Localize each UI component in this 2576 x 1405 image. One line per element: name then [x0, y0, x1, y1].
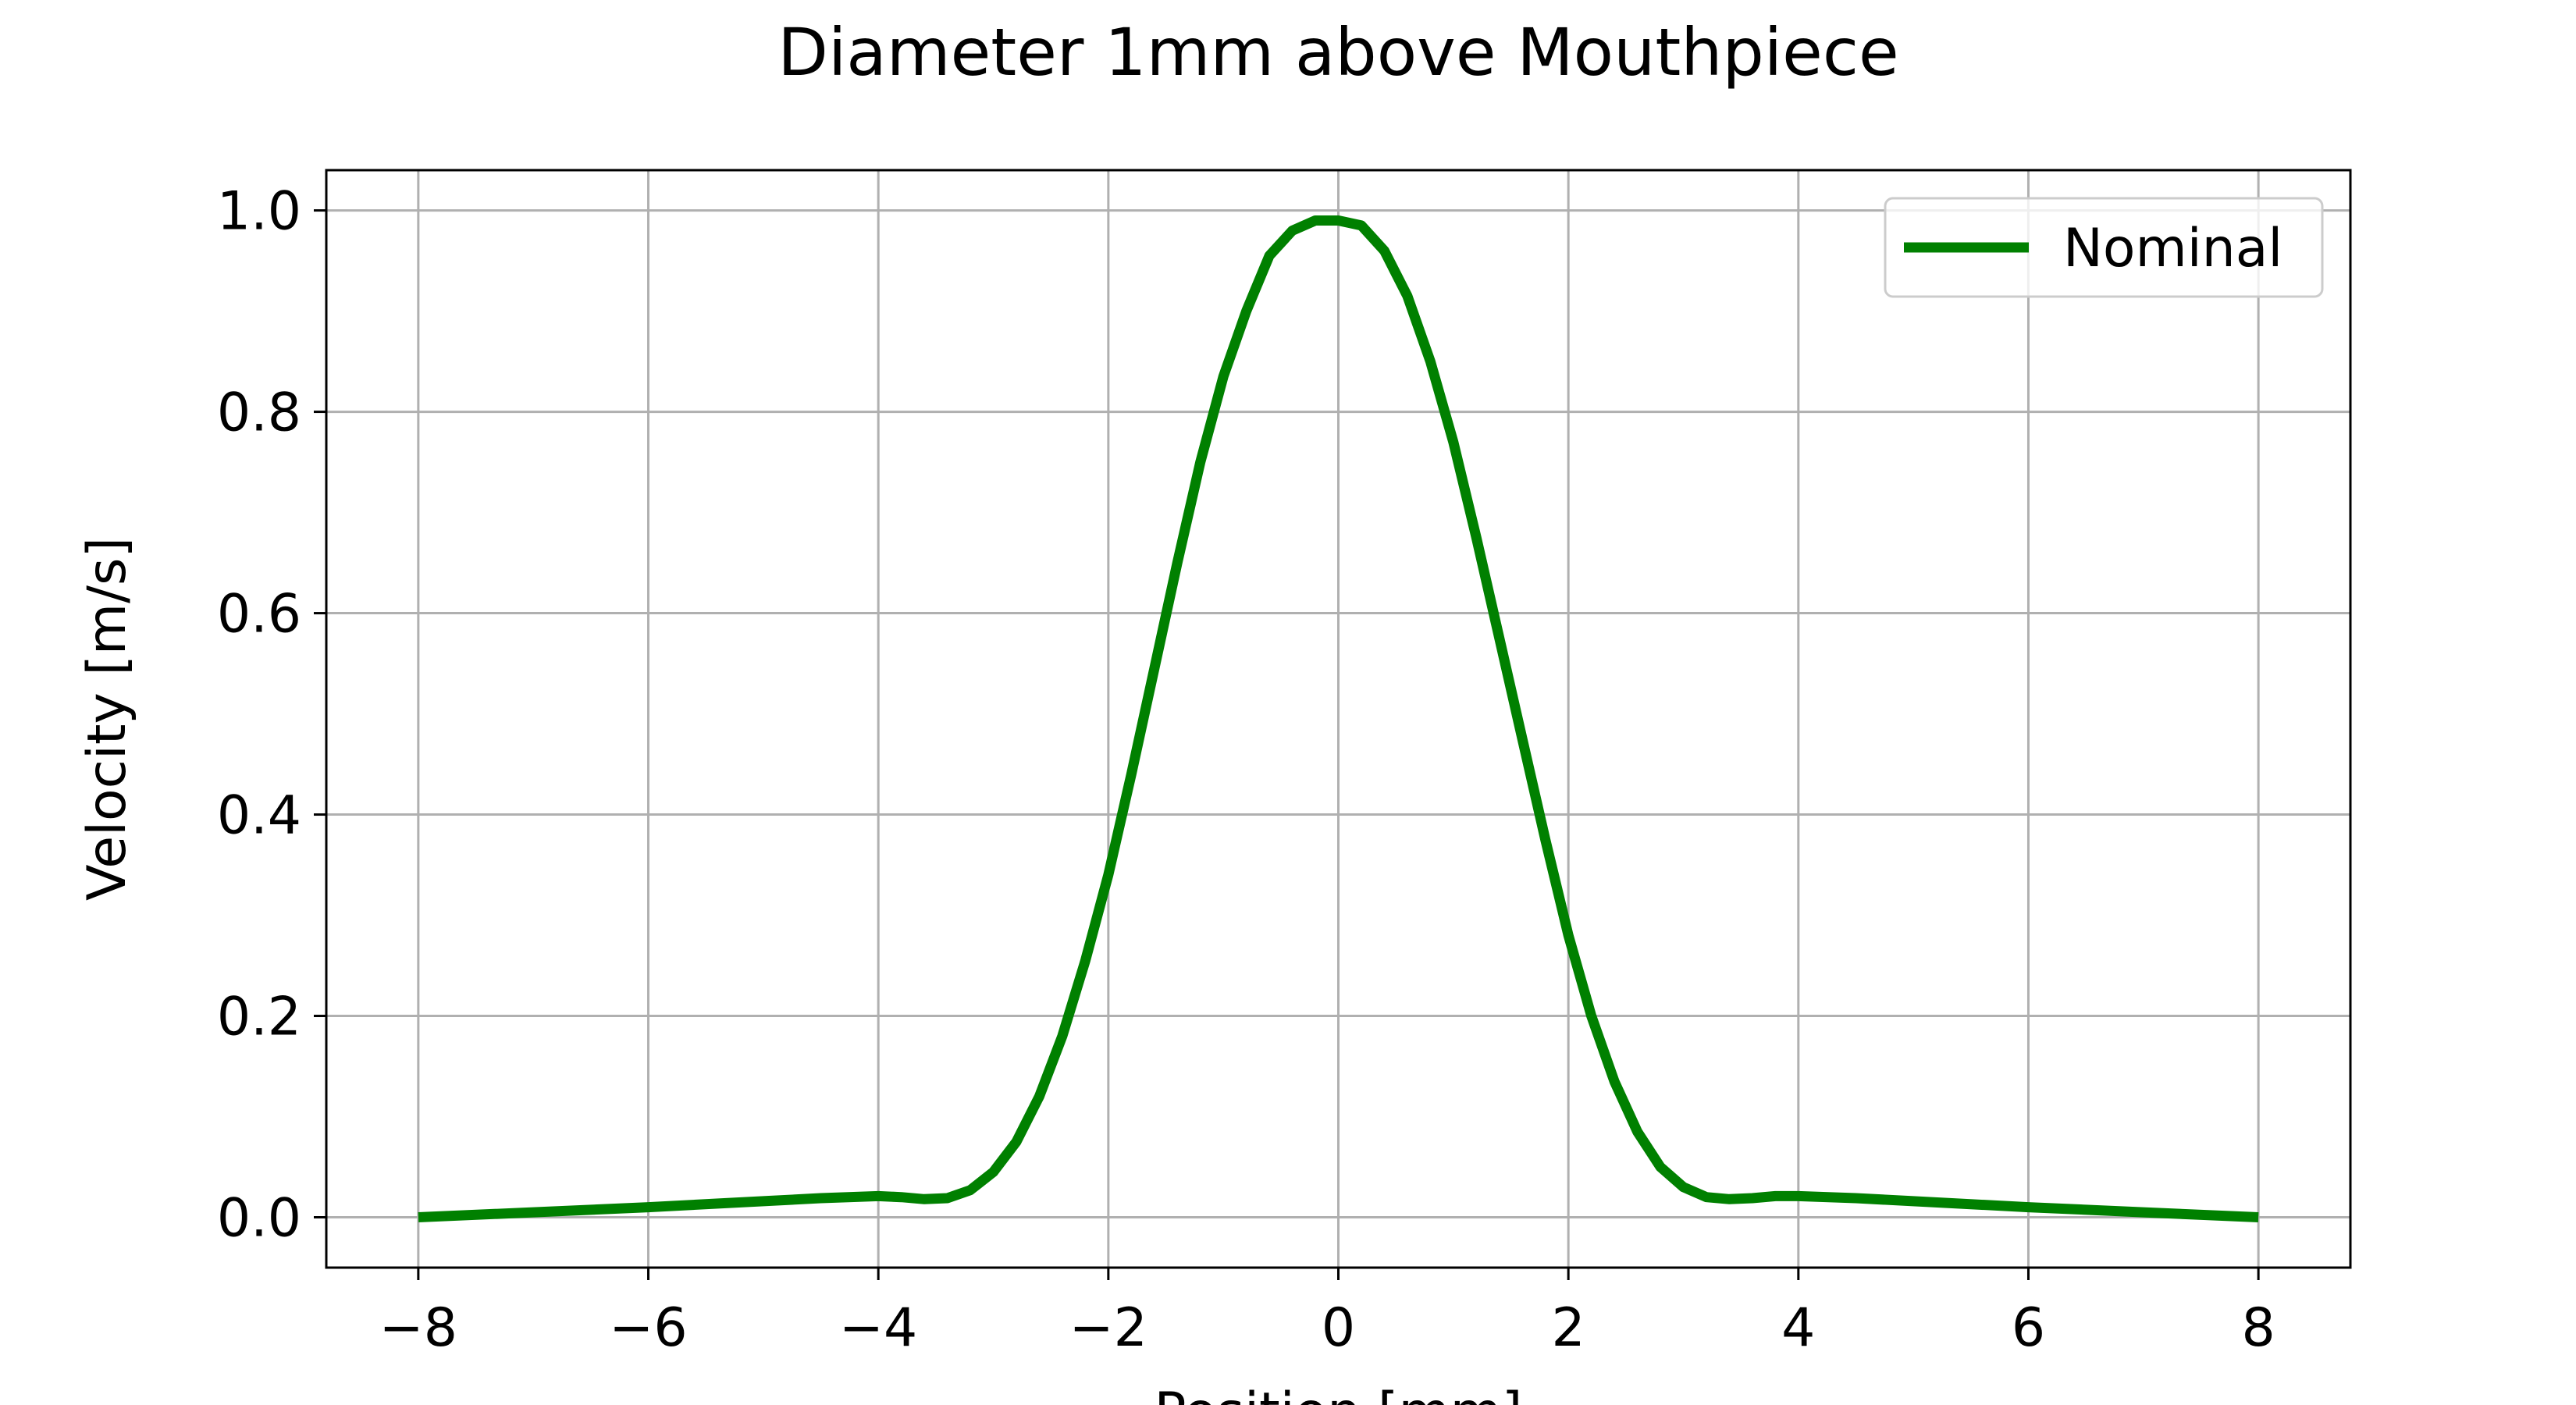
tick-layer: −8 −6 −4 −2 0 2 4 6 8 0.0 0.2 0.4 0.6 0.8 1.0	[217, 181, 2275, 1359]
y-tick-label: 0.2	[217, 987, 301, 1048]
x-tick-label: 2	[1552, 1297, 1585, 1359]
y-tick-label: 0.8	[217, 382, 301, 444]
x-tick-label: 6	[2012, 1297, 2045, 1359]
x-tick-label: −6	[609, 1297, 687, 1359]
legend: Nominal	[1884, 197, 2324, 298]
y-tick-label: 0.4	[217, 785, 301, 847]
x-tick-label: 8	[2242, 1297, 2275, 1359]
x-tick-label: 4	[1781, 1297, 1815, 1359]
legend-label-nominal: Nominal	[2063, 218, 2282, 279]
x-axis-label: Position [mm]	[1155, 1382, 1523, 1405]
grid-layer	[326, 170, 2350, 1268]
y-tick-label: 0.6	[217, 584, 301, 646]
y-tick-label: 0.0	[217, 1188, 301, 1250]
y-tick-label: 1.0	[217, 181, 301, 243]
x-tick-label: −2	[1069, 1297, 1147, 1359]
legend-box	[1884, 197, 2324, 298]
chart-title: Diameter 1mm above Mouthpiece	[777, 14, 1898, 91]
series-line-nominal	[418, 215, 2259, 1222]
series-layer	[418, 215, 2259, 1222]
x-tick-label: −8	[379, 1297, 457, 1359]
x-tick-label: 0	[1322, 1297, 1355, 1359]
y-axis-label: Velocity [m/s]	[76, 537, 138, 901]
x-tick-label: −4	[839, 1297, 917, 1359]
